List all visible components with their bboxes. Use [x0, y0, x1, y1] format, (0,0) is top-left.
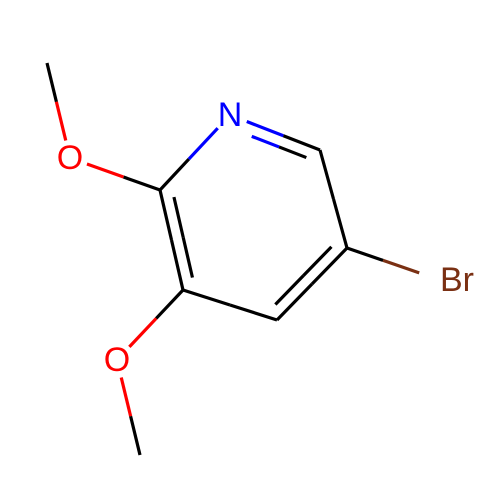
- br-atom-label: Br: [440, 261, 474, 299]
- molecule-canvas: N Br O O: [0, 0, 500, 500]
- n-atom-label: N: [218, 96, 243, 134]
- o-atom-label: O: [57, 139, 83, 177]
- labels-layer: N Br O O: [57, 96, 474, 379]
- o-atom-label: O: [104, 341, 130, 379]
